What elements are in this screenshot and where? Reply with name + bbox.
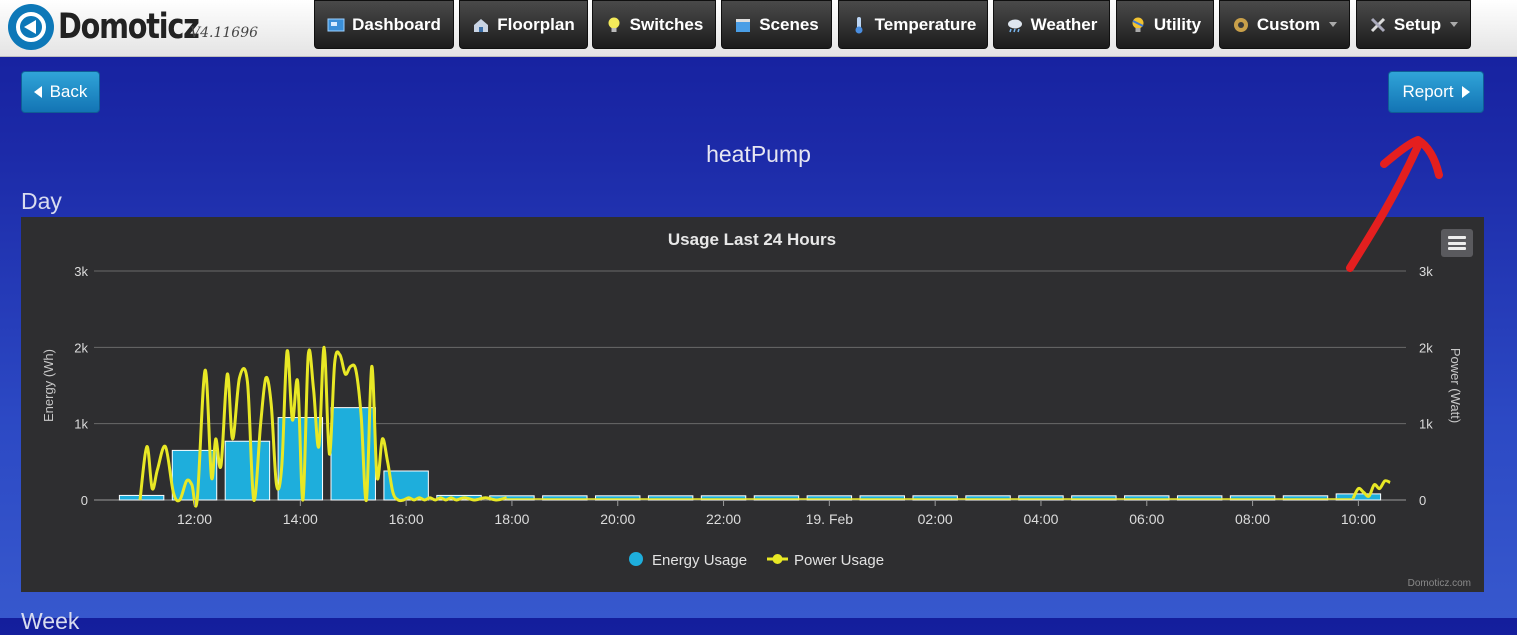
cloud-rain-icon	[1006, 16, 1024, 34]
y-left-tick-label: 0	[81, 493, 88, 508]
utility-bulb-icon	[1129, 16, 1147, 34]
nav-weather-label: Weather	[1030, 14, 1098, 34]
legend-energy-marker	[629, 552, 643, 566]
back-button-label: Back	[49, 82, 88, 101]
x-tick-label: 18:00	[494, 511, 529, 527]
legend-energy-label[interactable]: Energy Usage	[652, 552, 747, 569]
nav-temperature[interactable]: Temperature	[838, 0, 988, 49]
x-tick-label: 06:00	[1129, 511, 1164, 527]
thermometer-icon	[850, 16, 868, 34]
nav-floorplan-label: Floorplan	[497, 14, 575, 34]
energy-bar[interactable]	[965, 495, 1011, 501]
nav-utility-label: Utility	[1153, 14, 1202, 34]
x-tick-label: 12:00	[177, 511, 212, 527]
nav-switches-label: Switches	[629, 14, 704, 34]
nav-weather[interactable]: Weather	[993, 0, 1110, 49]
x-tick-label: 20:00	[600, 511, 635, 527]
y-left-axis-title: Energy (Wh)	[41, 349, 56, 422]
tools-icon	[1369, 16, 1387, 34]
back-button[interactable]: Back	[21, 71, 100, 113]
report-button[interactable]: Report	[1388, 71, 1484, 113]
usage-chart-panel: Usage Last 24 Hours 0 1k 2k 3k 0 1k 2k 3k 12:00 1…	[21, 217, 1484, 592]
nav-floorplan[interactable]: Floorplan	[459, 0, 588, 49]
legend-power-label[interactable]: Power Usage	[794, 552, 884, 569]
nav-dashboard[interactable]: Dashboard	[314, 0, 454, 49]
arrow-right-icon	[1461, 86, 1470, 98]
x-tick-label: 19. Feb	[806, 511, 854, 527]
nav-setup[interactable]: Setup	[1356, 0, 1471, 49]
x-tick-label: 02:00	[918, 511, 953, 527]
y-right-tick-label: 2k	[1419, 340, 1433, 355]
domoticz-logo-icon	[8, 4, 54, 50]
y-right-axis-title: Power (Watt)	[1448, 348, 1463, 423]
nav-setup-label: Setup	[1393, 14, 1442, 34]
energy-bar[interactable]	[1282, 495, 1329, 501]
y-right-tick-label: 1k	[1419, 417, 1433, 432]
x-tick-label: 10:00	[1341, 511, 1376, 527]
energy-bar[interactable]	[224, 440, 271, 501]
nav-scenes[interactable]: Scenes	[721, 0, 832, 49]
power-usage-line[interactable]	[138, 345, 508, 508]
usage-chart: Usage Last 24 Hours 0 1k 2k 3k 0 1k 2k 3k 12:00 1…	[41, 230, 1471, 589]
chart-title: Usage Last 24 Hours	[668, 230, 836, 249]
chart-credit[interactable]: Domoticz.com	[1408, 578, 1471, 589]
chart-menu-button[interactable]	[1441, 229, 1473, 257]
x-tick-label: 14:00	[283, 511, 318, 527]
dashboard-icon	[327, 16, 345, 34]
section-title-day: Day	[21, 188, 62, 214]
logo-text: Domoticz	[58, 7, 200, 47]
x-tick-label: 08:00	[1235, 511, 1270, 527]
energy-bar[interactable]	[542, 495, 588, 501]
energy-bar[interactable]	[647, 495, 694, 501]
gear-icon	[1232, 16, 1250, 34]
energy-bar[interactable]	[753, 495, 800, 501]
energy-bar[interactable]	[1071, 495, 1117, 501]
y-right-tick-label: 0	[1419, 493, 1426, 508]
nav-switches[interactable]: Switches	[592, 0, 716, 49]
report-button-label: Report	[1402, 82, 1454, 101]
lightbulb-icon	[605, 16, 623, 34]
section-title-week: Week	[21, 608, 80, 634]
x-tick-label: 22:00	[706, 511, 741, 527]
y-left-tick-label: 1k	[74, 417, 88, 432]
version-label: V4.11696	[190, 25, 259, 41]
nav-scenes-label: Scenes	[759, 14, 819, 34]
energy-bar[interactable]	[1176, 495, 1223, 501]
power-usage-line[interactable]	[1351, 479, 1391, 500]
y-right-tick-label: 3k	[1419, 264, 1433, 279]
nav-custom-label: Custom	[1256, 14, 1321, 34]
chevron-down-icon	[1450, 22, 1459, 27]
chevron-down-icon	[1329, 22, 1338, 27]
legend-power-marker	[772, 554, 783, 564]
device-title: heatPump	[706, 141, 811, 167]
energy-bar[interactable]	[859, 495, 905, 501]
domoticz-logo[interactable]: Domoticz	[8, 2, 229, 52]
floorplan-icon	[472, 16, 490, 34]
x-tick-label: 16:00	[389, 511, 424, 527]
hamburger-icon	[1448, 236, 1466, 239]
arrow-left-icon	[33, 86, 42, 98]
x-tick-label: 04:00	[1023, 511, 1058, 527]
y-left-tick-label: 3k	[74, 264, 88, 279]
nav-utility[interactable]: Utility	[1116, 0, 1214, 49]
top-navigation-bar: Domoticz V4.11696 Dashboard Floorplan Sw…	[0, 0, 1517, 57]
nav-temperature-label: Temperature	[874, 14, 977, 34]
nav-dashboard-label: Dashboard	[352, 14, 441, 34]
clapperboard-icon	[734, 16, 752, 34]
nav-custom[interactable]: Custom	[1219, 0, 1350, 49]
y-left-tick-label: 2k	[74, 340, 88, 355]
